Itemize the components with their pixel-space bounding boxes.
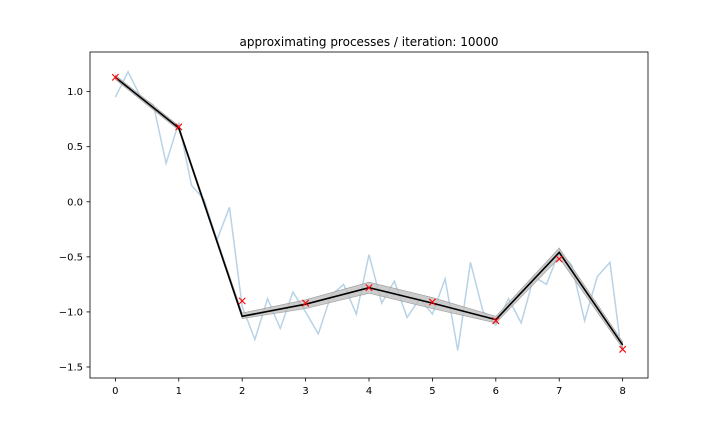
- axes-layer: 0 1 2 3 4 5 6 7 8 −1.5 −1.0 −0.5 0.0 0.5 1.0: [59, 51, 649, 397]
- series-layer: [111, 70, 627, 353]
- y-tick-label: 0.5: [67, 142, 83, 153]
- y-tick-label: 0.0: [67, 197, 83, 208]
- x-tick-label: 2: [239, 386, 245, 397]
- y-tick-label: −1.0: [59, 307, 83, 318]
- x-tick-label: 1: [176, 386, 182, 397]
- observation-marker: [302, 299, 310, 307]
- x-tick-label: 7: [556, 386, 562, 397]
- x-tick-label: 0: [112, 386, 118, 397]
- x-tick-label: 4: [366, 386, 372, 397]
- uncertainty-band: [115, 74, 623, 350]
- x-tick-label: 8: [619, 386, 625, 397]
- y-tick-label: −1.5: [59, 362, 83, 373]
- observation-marker: [555, 255, 563, 263]
- observation-marker: [492, 317, 500, 325]
- y-tick-label: 1.0: [67, 87, 83, 98]
- observation-marker: [238, 297, 246, 305]
- observation-marker: [619, 345, 627, 353]
- plot-area: 0 1 2 3 4 5 6 7 8 −1.5 −1.0 −0.5 0.0 0.5 1.0: [59, 51, 649, 397]
- chart-title: approximating processes / iteration: 100…: [240, 35, 499, 49]
- observation-marker: [175, 123, 183, 131]
- y-tick-label: −0.5: [59, 252, 83, 263]
- x-tick-label: 3: [302, 386, 308, 397]
- x-tick-label: 5: [429, 386, 435, 397]
- observation-marker: [428, 298, 436, 306]
- observation-marker: [111, 73, 119, 81]
- observation-marker: [365, 284, 373, 292]
- x-tick-label: 6: [493, 386, 499, 397]
